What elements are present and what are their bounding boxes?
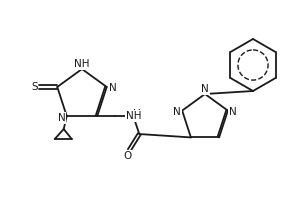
Text: N: N bbox=[173, 107, 181, 117]
Text: NH: NH bbox=[125, 111, 141, 121]
Text: N: N bbox=[201, 84, 209, 94]
Text: O: O bbox=[123, 151, 131, 161]
Text: NH: NH bbox=[74, 59, 90, 69]
Text: N: N bbox=[229, 107, 237, 117]
Text: H: H bbox=[134, 109, 141, 119]
Text: N: N bbox=[58, 113, 66, 123]
Text: N: N bbox=[109, 83, 117, 93]
Text: S: S bbox=[31, 82, 38, 92]
